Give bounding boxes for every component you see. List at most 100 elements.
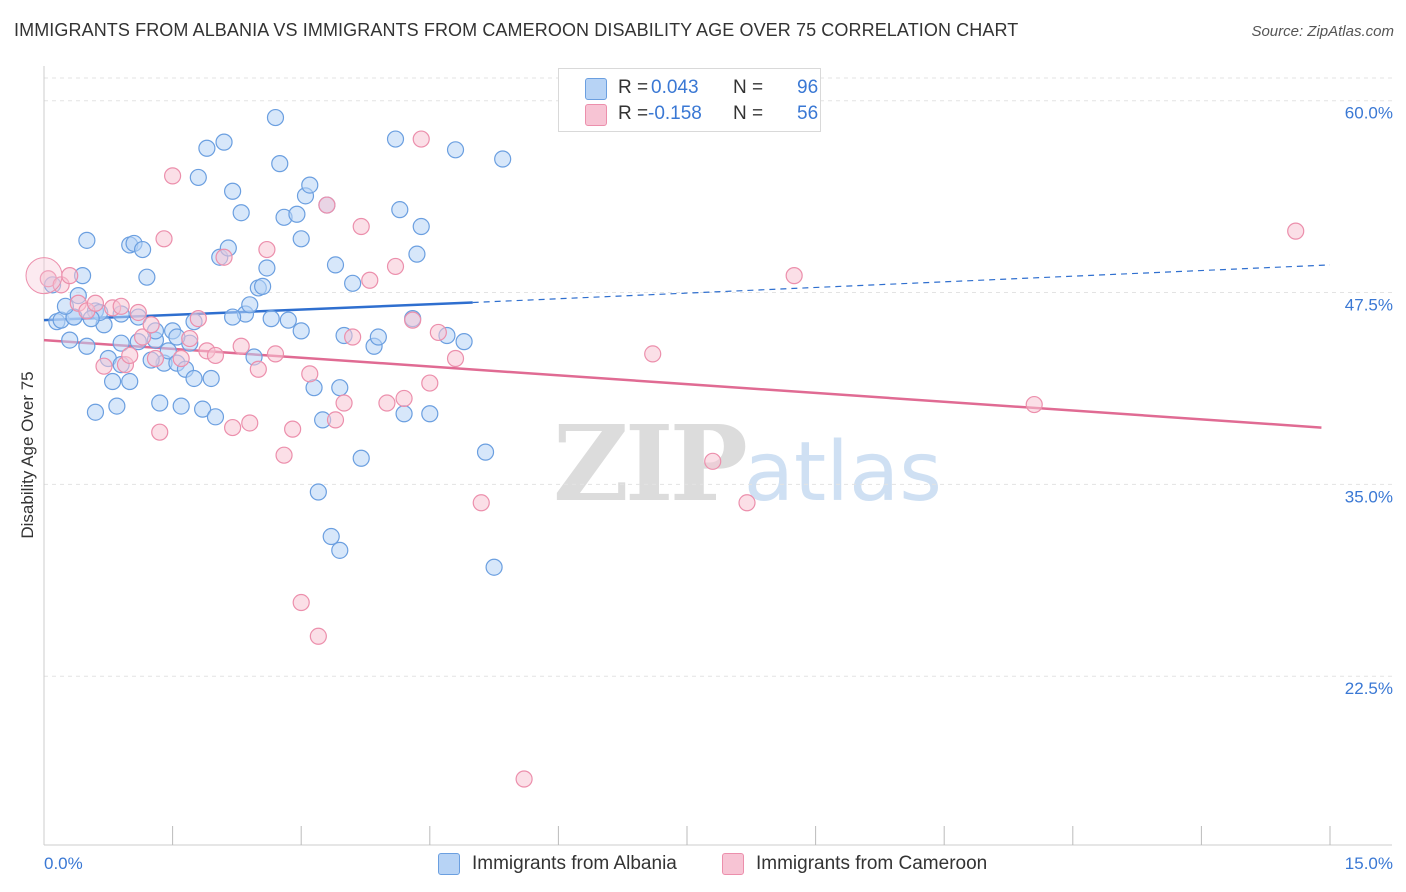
y-tick-label: 60.0% (1345, 104, 1393, 123)
cameroon-point (292, 593, 310, 612)
cameroon-point (318, 196, 336, 214)
cameroon-point (112, 297, 130, 315)
axes (43, 66, 1392, 846)
albania-point (138, 268, 156, 286)
x-tick-label: 0.0% (44, 854, 83, 873)
albania-point (271, 155, 289, 173)
albania-point (185, 369, 203, 388)
albania-point (352, 449, 370, 467)
bottom-albania-label: Immigrants from Albania (472, 853, 677, 874)
albania-point (133, 240, 152, 259)
albania-point (279, 311, 297, 329)
cameroon-point (429, 323, 447, 342)
albania-point (78, 231, 96, 249)
albania-point (224, 308, 242, 326)
cameroon-point (361, 271, 379, 289)
cameroon-point (785, 267, 803, 285)
albania-point (322, 527, 340, 546)
cameroon-point (155, 230, 173, 248)
cameroon-point (258, 240, 276, 259)
albania-point (103, 372, 122, 391)
cameroon-point (284, 420, 302, 438)
zipatlas-watermark: ZIPatlas (553, 402, 942, 525)
albania-point (476, 443, 495, 461)
cameroon-point (121, 346, 139, 365)
albania-n-label: N = (733, 77, 764, 98)
albania-point (108, 397, 126, 415)
cameroon-point (249, 360, 267, 378)
cameroon-point (224, 418, 242, 437)
cameroon-point (301, 365, 319, 383)
albania-point (344, 274, 362, 292)
albania-point (408, 245, 426, 263)
albania-point (326, 256, 345, 274)
albania-point (395, 405, 413, 423)
cameroon-point (61, 267, 79, 285)
albania-point (331, 379, 349, 397)
albania-point (159, 342, 177, 360)
cameroon-point (1025, 395, 1043, 414)
cameroon-point (133, 328, 152, 346)
bottom-albania-swatch (438, 853, 460, 875)
chart-title: IMMIGRANTS FROM ALBANIA VS IMMIGRANTS FR… (14, 20, 1019, 40)
albania-point (224, 182, 242, 200)
cameroon-point (232, 337, 250, 355)
y-tick-label: 35.0% (1345, 487, 1393, 506)
cameroon-point (335, 394, 353, 412)
albania-point (198, 139, 216, 157)
albania-point (309, 483, 327, 501)
cameroon-point (386, 257, 405, 276)
cameroon-point (421, 374, 439, 392)
cameroon-point (275, 446, 293, 464)
cameroon-point (1287, 222, 1305, 240)
x-tick-label: 15.0% (1345, 854, 1393, 873)
cameroon-point (309, 627, 327, 645)
cameroon-swatch (585, 104, 607, 126)
albania-point (232, 204, 250, 222)
albania-point (194, 400, 212, 418)
albania-point (215, 133, 233, 151)
y-tick-label: 22.5% (1345, 679, 1393, 698)
albania-point (262, 310, 280, 328)
albania-trend-extension (472, 264, 1331, 304)
albania-point (391, 201, 409, 219)
albania-point (86, 403, 105, 421)
cameroon-point (95, 357, 113, 375)
y-tick-label: 47.5% (1345, 296, 1393, 315)
cameroon-point (181, 329, 199, 348)
albania-point (292, 322, 310, 340)
tick-labels: 60.0% 47.5% 35.0% 22.5% 0.0% 15.0% (44, 104, 1393, 873)
cameroon-r-label: R = (618, 103, 649, 124)
albania-r-label: R = (618, 77, 649, 98)
cameroon-point (172, 349, 190, 368)
cameroon-point (266, 345, 285, 363)
cameroon-point (146, 349, 165, 368)
cameroon-point (378, 394, 396, 412)
bottom-cameroon-swatch (722, 853, 744, 875)
cameroon-point (352, 217, 370, 236)
albania-swatch (585, 78, 607, 100)
albania-n-value: 96 (797, 77, 819, 98)
albania-point (386, 130, 405, 148)
cameroon-point (241, 414, 259, 432)
cameroon-point (704, 452, 722, 470)
albania-point (241, 296, 259, 314)
cameroon-point (404, 311, 422, 329)
albania-point (288, 205, 306, 223)
cameroon-point (738, 494, 756, 512)
cameroon-n-label: N = (733, 103, 764, 124)
albania-point (292, 230, 310, 248)
cameroon-point (189, 310, 207, 328)
albania-point (412, 217, 430, 236)
albania-point (206, 408, 225, 426)
albania-point (202, 369, 220, 388)
albania-point (258, 259, 276, 277)
albania-point (254, 277, 272, 295)
albania-point (266, 108, 285, 127)
cameroon-point (86, 294, 105, 312)
albania-point (121, 372, 139, 391)
bottom-cameroon-label: Immigrants from Cameroon (756, 853, 988, 874)
cameroon-point (344, 328, 362, 346)
cameroon-point (446, 349, 465, 368)
